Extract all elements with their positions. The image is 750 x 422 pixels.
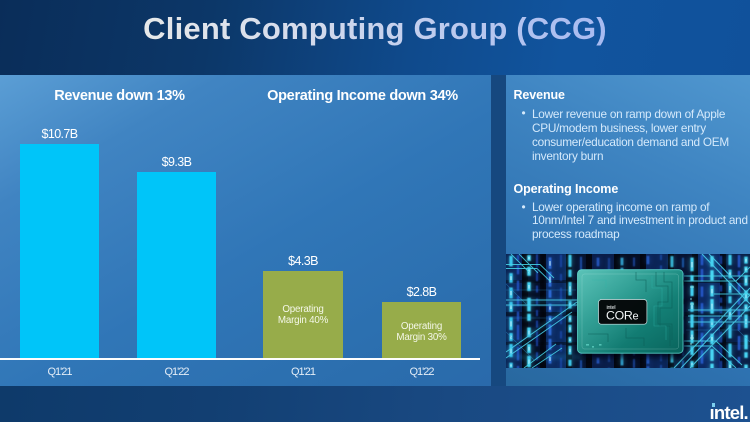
svg-text:intel: intel bbox=[606, 305, 615, 311]
svg-text:CORe: CORe bbox=[606, 308, 638, 322]
